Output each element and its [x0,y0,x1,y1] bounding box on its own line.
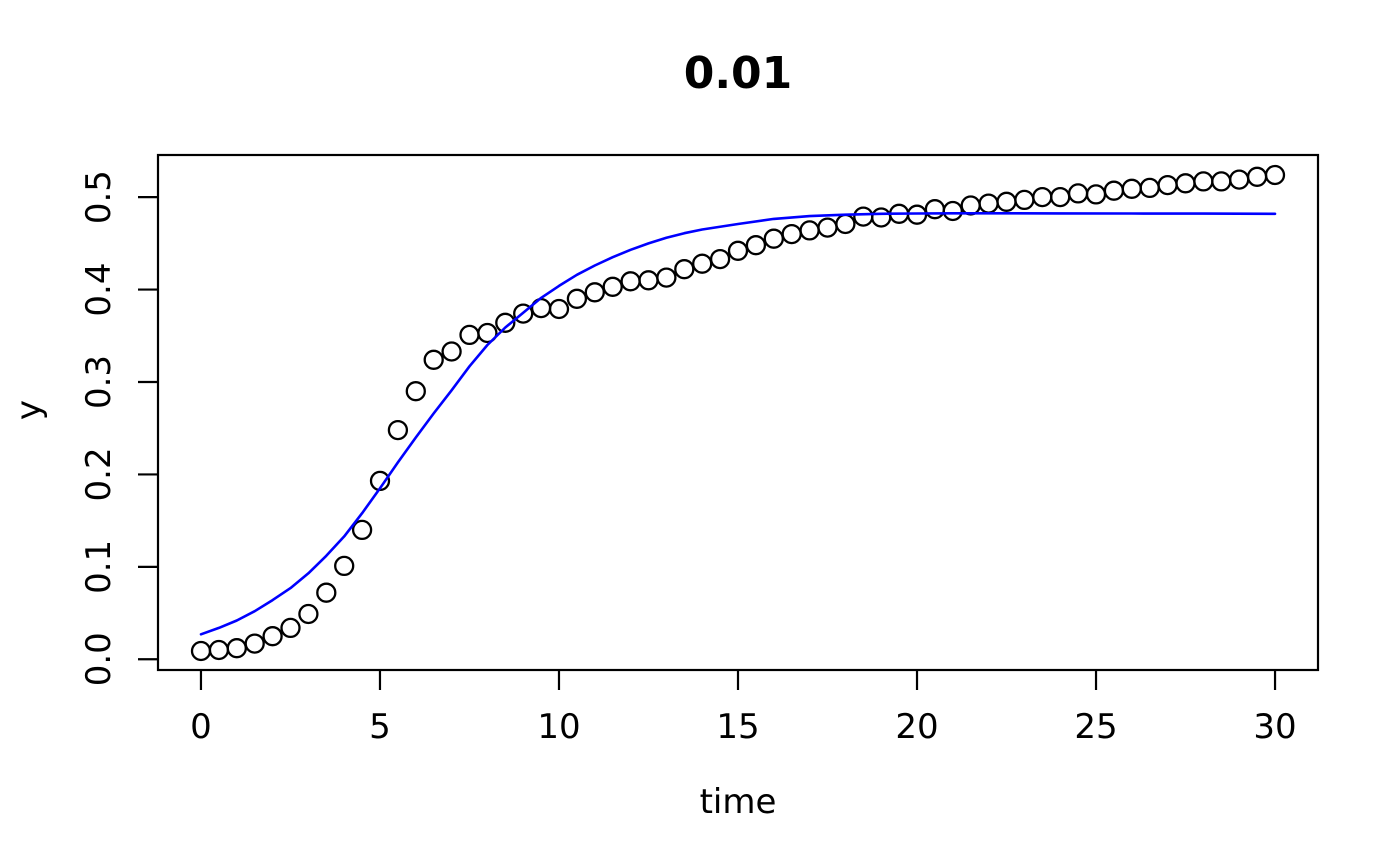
data-point [1032,186,1053,208]
data-point [674,259,695,280]
data-point [1067,183,1089,204]
data-point [620,271,641,292]
chart-title: 0.01 [683,48,793,99]
data-point [996,191,1017,212]
data-point [1264,164,1286,186]
data-point [835,213,856,235]
data-point [656,267,677,288]
data-point [316,582,337,603]
data-point [226,638,247,659]
data-point [298,603,319,625]
data-point [566,288,588,309]
data-point [584,282,605,303]
data-point [334,555,355,577]
data-point [423,349,444,370]
data-point [459,324,480,346]
x-tick-label: 15 [716,707,759,747]
x-tick-label: 0 [190,707,212,747]
y-tick-label: 0.3 [79,355,119,409]
data-point [477,322,498,344]
data-point [924,199,946,220]
data-point [853,206,874,227]
data-point [513,303,534,324]
data-point [727,240,749,261]
y-tick-label: 0.0 [79,632,119,686]
y-tick-label: 0.4 [79,263,119,317]
data-point [1229,169,1250,190]
data-point [978,193,999,214]
data-point [405,381,426,402]
x-tick-label: 5 [369,707,391,747]
data-point [692,253,713,274]
data-point [495,312,516,333]
x-tick-label: 20 [895,707,938,747]
data-point [280,617,301,639]
data-point [1139,177,1160,199]
y-tick-label: 0.1 [79,540,119,594]
data-point [799,220,820,241]
data-point [817,217,838,238]
data-point [960,195,981,216]
data-point [1175,173,1196,194]
data-point [262,626,283,647]
data-point [1246,166,1268,187]
data-point [763,228,784,249]
y-tick-label: 0.5 [79,170,119,224]
data-point [351,519,373,541]
data-point [1014,189,1035,211]
x-axis-title: time [699,782,777,822]
data-point [244,633,265,654]
data-point [1121,178,1142,199]
data-point [602,276,623,297]
x-tick-label: 30 [1253,707,1296,747]
data-point [745,235,767,256]
fit-line [199,212,1277,636]
data-point [208,639,230,661]
data-point [638,270,659,291]
data-point [1157,174,1178,196]
y-tick-label: 0.2 [79,447,119,501]
data-point [190,640,212,662]
data-point [441,341,462,362]
data-point [1103,180,1125,201]
plot-frame [156,153,1320,672]
data-point [942,200,963,222]
x-tick-label: 10 [537,707,580,747]
data-point [1085,184,1107,205]
data-point [548,298,570,320]
data-point [709,248,731,270]
data-point [781,223,802,245]
data-point [871,207,892,228]
x-tick-label: 25 [1074,707,1117,747]
data-point [1193,171,1214,192]
data-point [1211,171,1232,192]
data-point [1050,186,1071,208]
data-point [387,419,409,441]
